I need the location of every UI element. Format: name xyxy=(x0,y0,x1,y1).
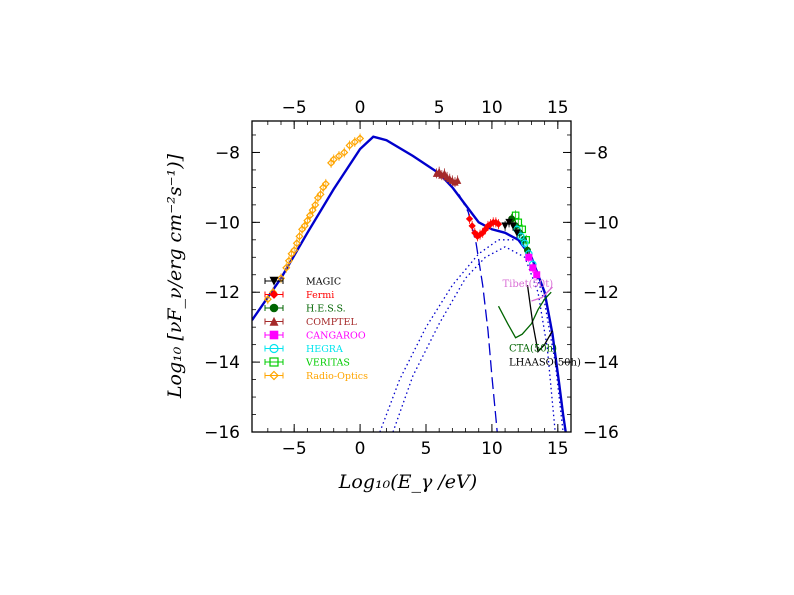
cangaroo-point xyxy=(533,271,541,279)
legend-marker xyxy=(269,276,279,286)
legend-marker xyxy=(269,290,279,299)
radio_optics-point xyxy=(284,256,293,265)
legend-marker xyxy=(269,330,279,340)
legend-marker xyxy=(269,316,279,326)
annotation-label: LHAASO(50h) xyxy=(509,358,581,369)
series-line-3 xyxy=(392,246,556,432)
comptel-point xyxy=(453,176,462,184)
legend-marker xyxy=(269,303,279,313)
x-tick-label: 5 xyxy=(421,439,432,459)
legend-marker xyxy=(269,357,279,367)
legend-label: Fermi xyxy=(306,290,334,301)
ticks-layer: −5 0 5 10 15 −5 0 5 10 15 −8 −8 −10 −10 −12 −12 −14 −14 −1… xyxy=(204,98,619,459)
y-tick-label-right: −12 xyxy=(583,283,619,303)
legend-label: MAGIC xyxy=(306,277,341,288)
cangaroo-point xyxy=(525,253,533,261)
legend-label: VERITAS xyxy=(305,358,350,369)
x-top-tick-label: −5 xyxy=(282,98,307,118)
annotations: Tibet(50t) CTA(50h) LHAASO(50h) xyxy=(502,279,581,369)
x-axis-title: Log₁₀(E_γ /eV) xyxy=(338,471,477,493)
series-line-6 xyxy=(526,285,554,353)
radio_optics-point xyxy=(292,239,301,248)
y-tick-label-left: −10 xyxy=(204,213,240,233)
radio_optics-point xyxy=(334,151,344,160)
comptel-point xyxy=(440,169,449,177)
x-top-tick-label: 10 xyxy=(481,98,503,118)
annotation-label: Tibet(50t) xyxy=(502,279,553,290)
y-axis-title: Log₁₀ [νF_ν/erg cm⁻²s⁻¹)] xyxy=(164,153,186,399)
magic-point xyxy=(513,229,521,237)
series-line-4 xyxy=(531,286,553,302)
y-tick-label-left: −14 xyxy=(204,353,240,373)
radio_optics-point xyxy=(300,221,309,230)
radio_optics-point xyxy=(282,263,291,272)
x-tick-label: 0 xyxy=(355,439,366,459)
x-top-tick-label: 15 xyxy=(547,98,569,118)
data-points-layer xyxy=(263,133,541,305)
y-tick-label-right: −8 xyxy=(583,143,608,163)
x-tick-label: 10 xyxy=(481,439,503,459)
radio_optics-point xyxy=(290,246,299,255)
y-tick-label-left: −12 xyxy=(204,283,240,303)
radio_optics-point xyxy=(350,137,359,147)
comptel-point xyxy=(435,167,443,176)
radio_optics-point xyxy=(303,216,312,225)
radio_optics-point xyxy=(263,295,272,304)
fermi-point xyxy=(494,220,503,228)
radio_optics-point xyxy=(316,190,325,199)
radio_optics-point xyxy=(305,211,315,220)
cangaroo-point xyxy=(529,264,537,272)
legend-label: Radio-Optics xyxy=(306,371,368,382)
legend-label: CANGAROO xyxy=(306,331,366,342)
x-tick-label: 15 xyxy=(547,439,569,459)
series-line-2 xyxy=(379,239,564,432)
x-top-tick-label: 0 xyxy=(355,98,366,118)
annotation-label: CTA(50h) xyxy=(509,344,557,355)
x-tick-label: −5 xyxy=(282,439,307,459)
radio_optics-point xyxy=(356,134,365,143)
legend-marker xyxy=(269,370,279,381)
radio_optics-point xyxy=(340,148,349,157)
radio_optics-point xyxy=(321,179,330,188)
series-line-5 xyxy=(497,291,552,339)
radio_optics-point xyxy=(345,141,354,150)
y-tick-label-left: −8 xyxy=(215,143,240,163)
y-tick-label-right: −14 xyxy=(583,353,619,373)
fermi-point xyxy=(468,222,476,230)
series-line-0 xyxy=(252,135,567,432)
plot-frame xyxy=(251,120,572,433)
hegra-point xyxy=(521,239,529,248)
fermi-point xyxy=(465,215,474,223)
y-tick-label-right: −10 xyxy=(583,213,619,233)
radio_optics-point xyxy=(295,232,304,241)
x-top-tick-label: 5 xyxy=(434,98,445,118)
y-tick-label-right: −16 xyxy=(583,423,619,443)
legend-label: H.E.S.S. xyxy=(306,304,346,315)
magic-point xyxy=(509,222,517,230)
y-tick-label-left: −16 xyxy=(204,423,240,443)
magic-point xyxy=(501,222,509,230)
legend: MAGIC Fermi H.E.S.S. COMPTEL CANGAROO HEGRA VE… xyxy=(264,276,368,382)
radio_optics-point xyxy=(329,155,338,164)
radio_optics-point xyxy=(311,200,320,209)
radio_optics-point xyxy=(308,206,317,215)
legend-label: COMPTEL xyxy=(306,317,357,328)
legend-marker xyxy=(269,343,279,354)
legend-label: HEGRA xyxy=(306,344,343,355)
hegra-point xyxy=(517,232,525,241)
